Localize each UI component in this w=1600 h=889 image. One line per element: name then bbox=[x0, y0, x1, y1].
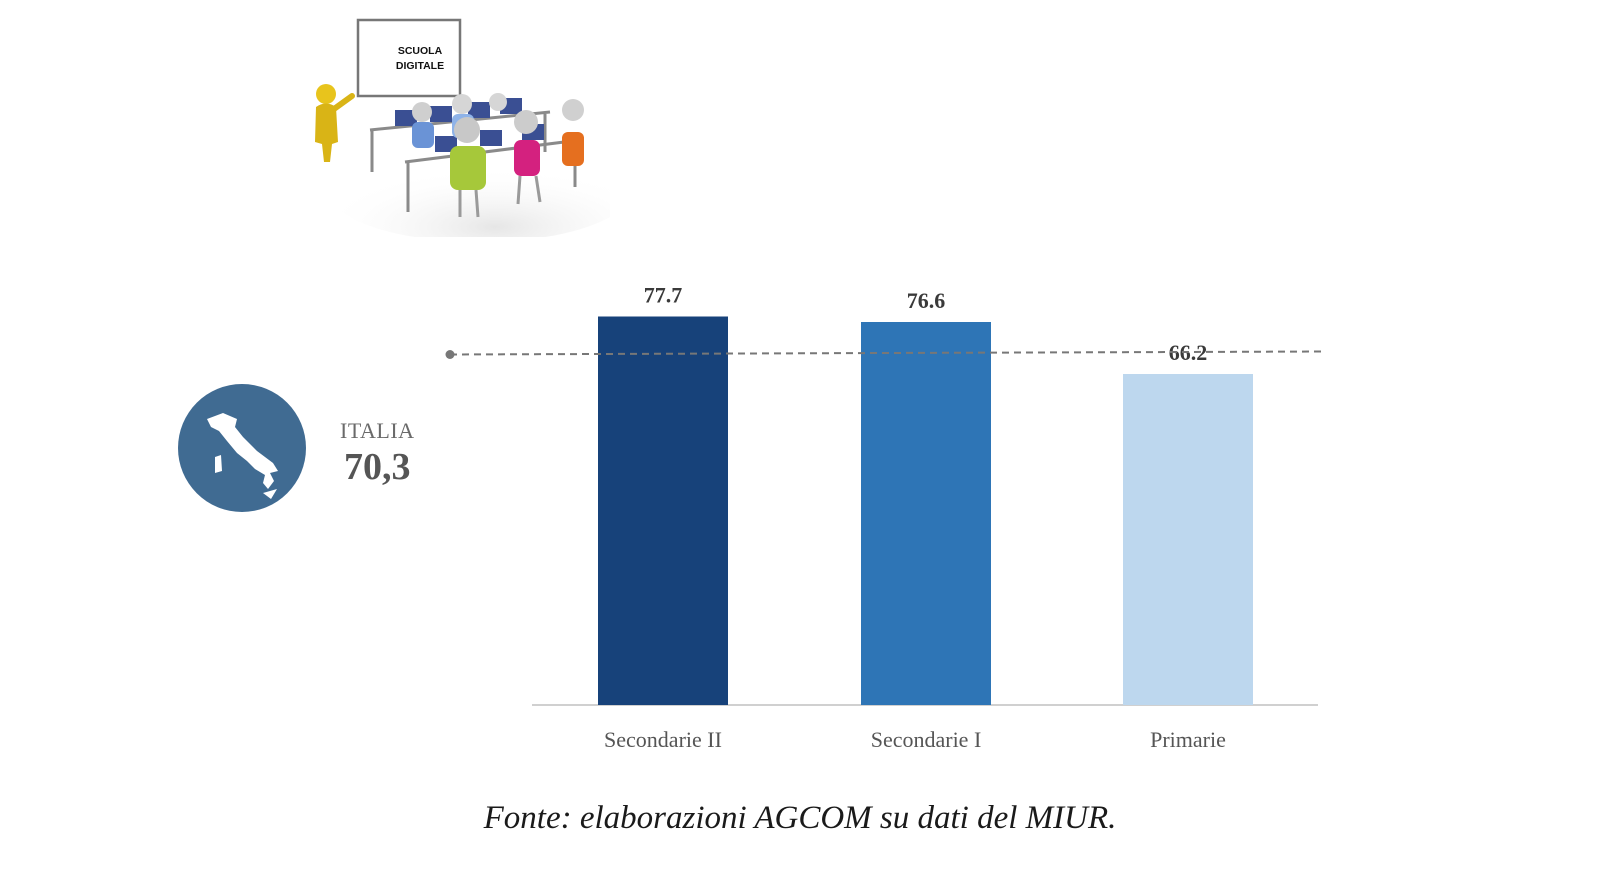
category-label-2: Secondarie I bbox=[871, 727, 982, 752]
reference-label: ITALIA bbox=[340, 418, 415, 443]
bar-value-label-1: 77.7 bbox=[644, 283, 683, 308]
teacher-figure bbox=[315, 84, 355, 162]
category-label-3: Primarie bbox=[1150, 727, 1226, 752]
italy-map-icon bbox=[207, 413, 278, 499]
whiteboard-text: SCUOLA DIGITALE bbox=[368, 44, 472, 74]
whiteboard-line-2: DIGITALE bbox=[395, 60, 445, 72]
bar-2 bbox=[861, 322, 991, 705]
reference-line-marker bbox=[445, 350, 455, 359]
italy-badge bbox=[178, 384, 306, 512]
reference-value: 70,3 bbox=[344, 446, 411, 488]
category-label-1: Secondarie II bbox=[604, 727, 722, 752]
classroom-illustration bbox=[315, 18, 610, 237]
bar-value-label-2: 76.6 bbox=[907, 288, 946, 313]
bar-3 bbox=[1123, 374, 1253, 705]
reference-line bbox=[449, 350, 1323, 356]
student-figures bbox=[412, 93, 584, 218]
bar-1 bbox=[598, 316, 728, 705]
whiteboard-line-1: SCUOLA bbox=[397, 45, 443, 57]
source-note: Fonte: elaborazioni AGCOM su dati del MI… bbox=[483, 800, 1117, 836]
